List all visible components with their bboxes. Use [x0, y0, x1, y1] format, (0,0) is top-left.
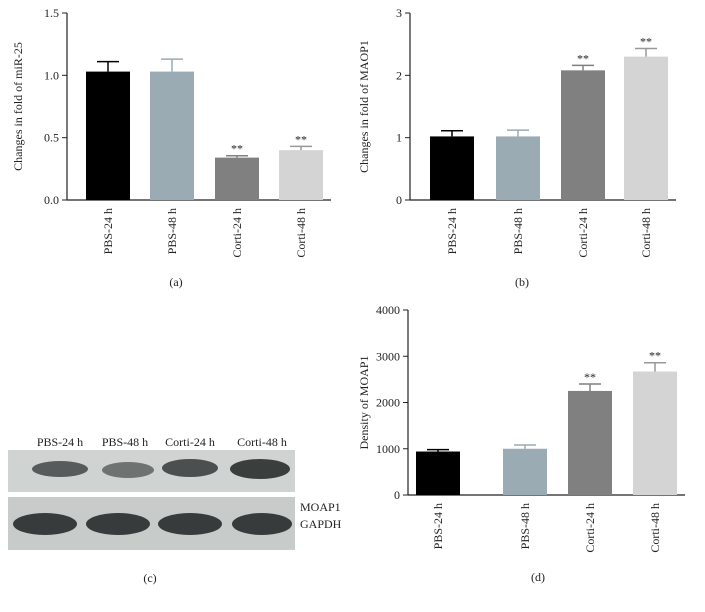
y-tick-label: 1: [396, 131, 402, 145]
blot-panel: PBS-24 h PBS-48 h Corti-24 h Corti-48 h …: [8, 435, 342, 585]
x-tick-label: PBS-24 h: [445, 208, 459, 254]
bar: [150, 71, 194, 201]
panel-caption: (a): [169, 275, 182, 289]
bar: [496, 136, 540, 200]
blot-band: [32, 461, 88, 477]
y-tick-label: 2000: [376, 396, 400, 410]
blot-band: [230, 459, 290, 479]
y-tick-label: 1000: [376, 442, 400, 456]
significance-label: **: [640, 35, 652, 49]
error-bar: [644, 361, 666, 372]
x-tick-label: Corti-24 h: [583, 503, 597, 553]
significance-label: **: [577, 51, 589, 65]
bar: [416, 451, 460, 495]
error-bar: [572, 64, 594, 71]
y-tick-label: 3000: [376, 349, 400, 363]
lane-label: Corti-24 h: [165, 435, 215, 449]
lane-label: PBS-24 h: [37, 435, 83, 449]
error-bar: [635, 47, 657, 57]
error-bar: [514, 444, 536, 449]
y-axis-label: Density of MOAP1: [357, 355, 371, 449]
y-tick-label: 2: [396, 68, 402, 82]
y-tick-label: 0: [396, 193, 402, 207]
bar: [86, 71, 130, 201]
panel-caption: (d): [531, 570, 545, 584]
error-bar: [97, 60, 119, 72]
error-bar: [226, 154, 248, 158]
x-tick-label: Corti-48 h: [294, 208, 308, 258]
x-tick-label: Corti-24 h: [230, 208, 244, 258]
blot-band: [86, 513, 150, 535]
panel-caption: (c): [143, 571, 156, 585]
bar: [215, 157, 259, 200]
y-axis-label: Changes in fold of miR-25: [11, 42, 25, 171]
error-bar: [290, 145, 312, 151]
significance-label: **: [584, 370, 596, 384]
significance-label: **: [649, 349, 661, 363]
y-axis-label: Changes in fold of MAOP1: [357, 40, 371, 173]
blot-band: [102, 462, 154, 478]
error-bar: [579, 383, 601, 391]
x-tick-label: PBS-24 h: [431, 503, 445, 549]
band-label: MOAP1: [300, 500, 341, 514]
x-tick-label: PBS-48 h: [165, 208, 179, 254]
bar: [561, 70, 605, 200]
blot-band: [232, 513, 292, 535]
x-tick-label: PBS-48 h: [511, 208, 525, 254]
error-bar: [427, 448, 449, 452]
error-bar: [507, 129, 529, 137]
x-tick-label: PBS-24 h: [101, 208, 115, 254]
y-tick-label: 1.5: [44, 6, 59, 20]
bar: [503, 448, 547, 495]
x-tick-label: Corti-24 h: [576, 208, 590, 258]
blot-band: [158, 513, 222, 535]
panel-caption: (b): [515, 275, 529, 289]
x-tick-label: PBS-48 h: [518, 503, 532, 549]
blot-band: [162, 459, 218, 477]
blot-band: [13, 513, 77, 535]
bar: [430, 136, 474, 200]
y-tick-label: 0.5: [44, 131, 59, 145]
error-bar: [441, 130, 463, 137]
y-tick-label: 0.0: [44, 193, 59, 207]
lane-label: PBS-48 h: [102, 435, 148, 449]
significance-label: **: [231, 142, 243, 156]
y-tick-label: 1.0: [44, 68, 59, 82]
band-label: GAPDH: [300, 517, 342, 531]
x-tick-label: Corti-48 h: [648, 503, 662, 553]
bar: [568, 390, 612, 495]
y-tick-label: 0: [394, 488, 400, 502]
x-tick-label: Corti-48 h: [639, 208, 653, 258]
bar: [279, 150, 323, 200]
lane-label: Corti-48 h: [237, 435, 287, 449]
y-tick-label: 3: [396, 6, 402, 20]
error-bar: [161, 58, 183, 72]
bar: [633, 371, 677, 495]
significance-label: **: [295, 132, 307, 146]
y-tick-label: 4000: [376, 303, 400, 317]
bar: [624, 56, 668, 201]
